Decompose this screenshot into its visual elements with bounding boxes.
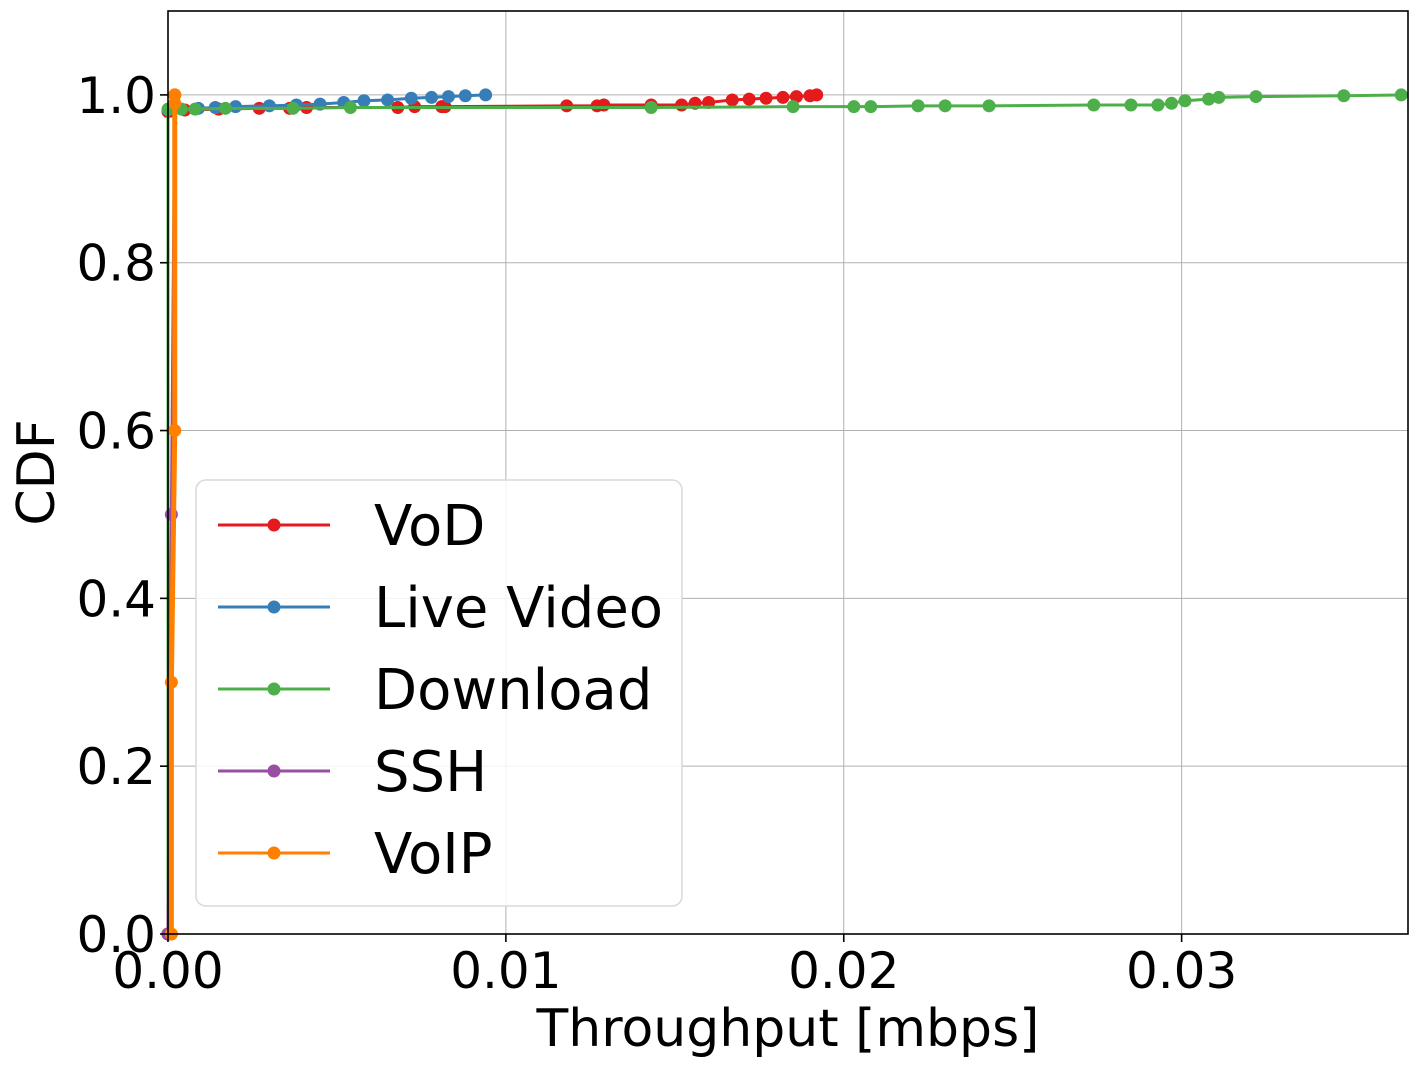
data-point-voip	[168, 88, 182, 102]
y-tick-label: 0.4	[76, 570, 156, 628]
data-point-voip	[168, 424, 182, 438]
data-point-vod	[675, 98, 689, 112]
data-point-live-video	[404, 91, 418, 105]
data-point-download	[1178, 94, 1192, 108]
x-tick-label: 0.03	[1126, 942, 1237, 1000]
data-point-live-video	[381, 93, 395, 107]
data-point-download	[1164, 96, 1178, 110]
y-tick-label: 0.8	[76, 235, 156, 293]
y-tick-label: 1.0	[76, 67, 156, 125]
data-point-live-video	[458, 89, 472, 103]
data-point-download	[786, 100, 800, 114]
data-point-live-video	[357, 94, 371, 108]
x-tick-label: 0.02	[788, 942, 899, 1000]
data-point-vod	[742, 92, 756, 106]
data-point-download	[1394, 88, 1408, 102]
data-point-voip	[164, 675, 178, 689]
data-point-download	[982, 99, 996, 113]
data-point-download	[1202, 92, 1216, 106]
x-tick-label: 0.01	[450, 942, 561, 1000]
legend-marker	[267, 846, 281, 860]
data-point-live-video	[229, 100, 243, 114]
x-tick-label: 0.00	[112, 942, 223, 1000]
data-point-vod	[725, 93, 739, 107]
data-point-download	[911, 99, 925, 113]
y-axis-label: CDF	[7, 419, 67, 525]
legend-label: Download	[374, 658, 652, 723]
data-point-vod	[560, 99, 574, 113]
x-axis-label: Throughput [mbps]	[536, 999, 1040, 1059]
data-point-vod	[776, 90, 790, 104]
data-point-download	[343, 101, 357, 114]
data-point-vod	[759, 91, 773, 105]
data-point-vod	[810, 88, 824, 102]
y-tick-label: 0.0	[76, 906, 156, 964]
legend-item-voip: VoIP	[218, 822, 493, 887]
data-point-download	[218, 101, 232, 115]
data-point-live-video	[479, 88, 493, 102]
legend-item-live-video: Live Video	[218, 576, 663, 641]
y-tick-label: 0.2	[76, 738, 156, 796]
legend-item-ssh: SSH	[218, 740, 487, 805]
legend-label: Live Video	[374, 576, 663, 641]
series-voip	[164, 88, 182, 941]
data-point-download	[1212, 90, 1226, 104]
data-point-download	[1151, 98, 1165, 112]
legend-marker	[267, 682, 281, 696]
legend-item-vod: VoD	[218, 494, 485, 559]
data-point-download	[188, 102, 202, 116]
data-point-live-video	[262, 99, 276, 113]
legend-marker	[267, 518, 281, 532]
data-point-download	[1087, 98, 1101, 112]
legend: VoD Live Video Download SSH VoIP	[195, 479, 683, 907]
legend-label: VoD	[374, 494, 485, 559]
plot-frame	[167, 10, 1409, 935]
legend-label: VoIP	[374, 822, 493, 887]
data-point-download	[286, 101, 300, 115]
axis-ticks: 0.00 0.01 0.02 0.03 0.0 0.2 0.4 0.6 0.8 1.0	[76, 67, 1237, 1000]
legend-box	[195, 479, 683, 907]
legend-label: SSH	[374, 740, 487, 805]
data-point-download	[847, 100, 861, 114]
data-point-download	[864, 100, 878, 114]
y-tick-label: 0.6	[76, 403, 156, 461]
data-point-download	[938, 99, 952, 113]
data-point-vod	[789, 90, 803, 104]
legend-marker	[267, 764, 281, 778]
data-point-download	[644, 101, 658, 114]
series-layer	[161, 88, 1408, 941]
data-point-download	[1124, 98, 1138, 112]
series-download	[161, 88, 1408, 941]
data-point-download	[1249, 90, 1263, 104]
data-point-download	[1337, 89, 1351, 103]
data-point-vod	[597, 98, 611, 112]
legend-marker	[267, 600, 281, 614]
data-point-live-video	[441, 90, 455, 104]
data-point-live-video	[425, 90, 439, 104]
legend-item-download: Download	[218, 658, 652, 723]
